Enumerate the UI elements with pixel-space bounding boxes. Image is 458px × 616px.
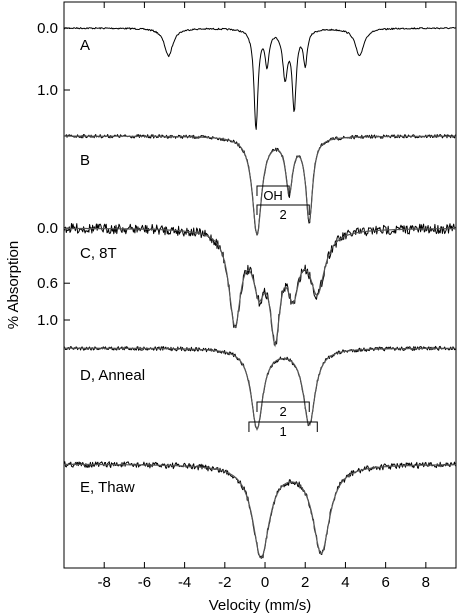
data-trace (63, 27, 457, 130)
doublet-label: 1 (280, 424, 287, 439)
panel-labels: A B C, 8T D, Anneal E, Thaw (80, 37, 145, 496)
x-tick-label: 6 (381, 574, 389, 591)
y-tick-label: 0.6 (37, 275, 58, 292)
x-tick-label: -4 (178, 574, 191, 591)
doublet-bracket (256, 185, 290, 196)
data-trace (63, 461, 457, 559)
spectrum-3 (63, 223, 457, 348)
spectrum-4 (63, 345, 457, 431)
spectra-traces (63, 27, 457, 560)
x-tick-label: -2 (218, 574, 231, 591)
doublet-bracket (248, 421, 318, 432)
x-tick-label: -8 (98, 574, 111, 591)
x-axis-label: Velocity (mm/s) (209, 597, 312, 614)
fit-curve (64, 347, 456, 431)
y-tick-label: 0.0 (37, 220, 58, 237)
doublet-bracket (256, 204, 310, 215)
panel-label: C, 8T (80, 245, 117, 262)
panel-label: E, Thaw (80, 479, 135, 496)
panel-label: A (80, 37, 90, 54)
y-tick-label: 1.0 (37, 312, 58, 329)
spectrum-5 (63, 461, 457, 560)
spectrum-1 (63, 27, 457, 130)
doublet-label: OH (263, 188, 283, 203)
doublet-bracket (256, 401, 310, 412)
doublet-label: 2 (280, 207, 287, 222)
y-axis-label: % Absorption (5, 241, 22, 329)
panel-label: D, Anneal (80, 367, 145, 384)
fit-curve (64, 463, 456, 560)
fit-curve (64, 227, 456, 348)
fit-curve (64, 135, 456, 236)
y-axis-ticks: 0.0 1.0 0.0 0.6 1.0 (37, 20, 70, 329)
x-tick-label: 8 (422, 574, 430, 591)
data-trace (63, 134, 457, 236)
doublet-label: 2 (280, 404, 287, 419)
x-tick-label: 2 (301, 574, 309, 591)
x-tick-label: 0 (261, 574, 269, 591)
x-axis-ticks: -8 -6 -4 -2 0 2 4 6 8 (98, 2, 430, 591)
doublet-annotations: OH 2 2 1 (248, 185, 318, 439)
x-tick-label: -6 (138, 574, 151, 591)
y-tick-label: 0.0 (37, 20, 58, 37)
spectrum-2 (63, 134, 457, 236)
plot-frame (63, 1, 457, 569)
x-tick-label: 4 (341, 574, 349, 591)
data-trace (63, 223, 457, 346)
panel-label: B (80, 152, 90, 169)
y-tick-label: 1.0 (37, 82, 58, 99)
